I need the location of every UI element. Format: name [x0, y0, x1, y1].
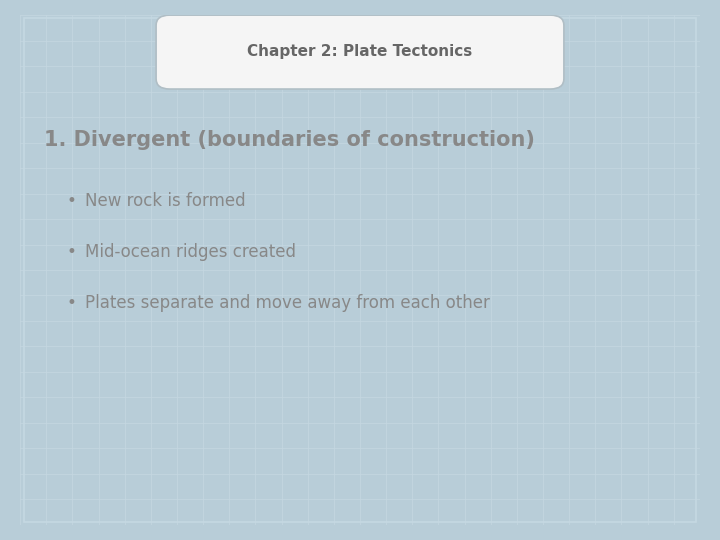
- Text: Plates separate and move away from each other: Plates separate and move away from each …: [85, 294, 490, 312]
- FancyBboxPatch shape: [156, 15, 564, 89]
- Text: Chapter 2: Plate Tectonics: Chapter 2: Plate Tectonics: [248, 44, 472, 59]
- Text: Mid-ocean ridges created: Mid-ocean ridges created: [85, 243, 296, 261]
- Text: •: •: [66, 243, 76, 261]
- Text: 1. Divergent (boundaries of construction): 1. Divergent (boundaries of construction…: [44, 130, 535, 150]
- Text: •: •: [66, 294, 76, 312]
- Text: New rock is formed: New rock is formed: [85, 192, 246, 210]
- Text: •: •: [66, 192, 76, 210]
